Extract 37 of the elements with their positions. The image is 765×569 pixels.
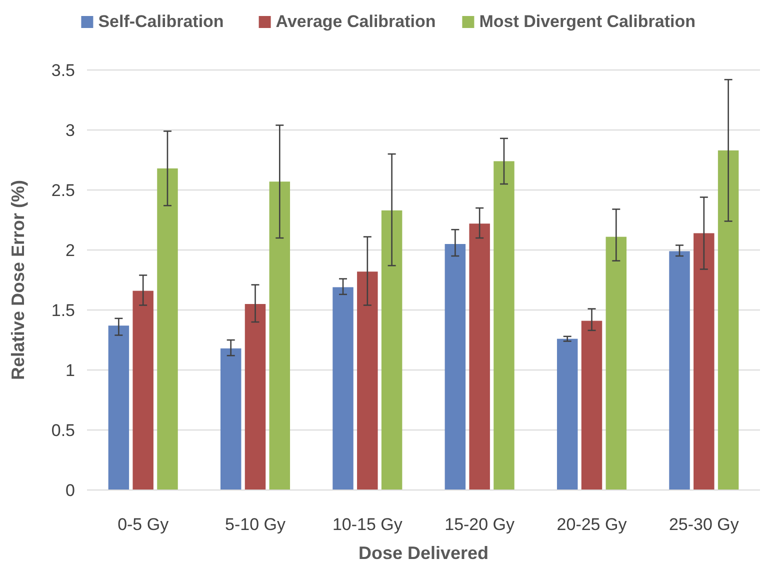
y-tick-label: 3 <box>66 120 75 140</box>
bar <box>132 290 154 490</box>
legend-label: Average Calibration <box>276 12 436 31</box>
bar <box>494 161 514 490</box>
y-tick-label: 2.5 <box>51 180 75 200</box>
x-tick-label: 5-10 Gy <box>225 515 286 534</box>
x-tick-label: 15-20 Gy <box>444 515 516 534</box>
x-axis-title: Dose Delivered <box>358 543 489 563</box>
y-axis-title: Relative Dose Error (%) <box>8 180 28 380</box>
bar <box>581 320 602 490</box>
bar <box>381 210 402 490</box>
bar <box>269 182 290 490</box>
y-tick-label: 1.5 <box>51 300 75 320</box>
bar <box>108 326 130 490</box>
bar <box>556 338 578 490</box>
legend-label: Self-Calibration <box>98 12 224 31</box>
bar <box>357 272 378 490</box>
bar <box>444 244 466 490</box>
bar <box>157 168 178 490</box>
y-tick-label: 2 <box>66 240 75 260</box>
x-tick-label: 20-25 Gy <box>556 515 628 534</box>
bar <box>606 236 627 490</box>
bar <box>718 150 739 490</box>
x-tick-label: 25-30 Gy <box>668 515 740 534</box>
legend-label: Most Divergent Calibration <box>479 12 696 31</box>
bar <box>469 224 490 490</box>
bar <box>244 304 266 490</box>
y-tick-label: 1 <box>66 360 75 380</box>
bar <box>332 287 354 490</box>
bar <box>220 348 242 490</box>
y-tick-label: 0 <box>66 480 75 500</box>
y-tick-label: 0.5 <box>51 420 75 440</box>
bar <box>669 251 690 490</box>
x-tick-label: 10-15 Gy <box>332 515 403 534</box>
x-tick-label: 0-5 Gy <box>118 515 170 534</box>
bar <box>694 233 714 490</box>
y-tick-label: 3.5 <box>51 60 75 80</box>
